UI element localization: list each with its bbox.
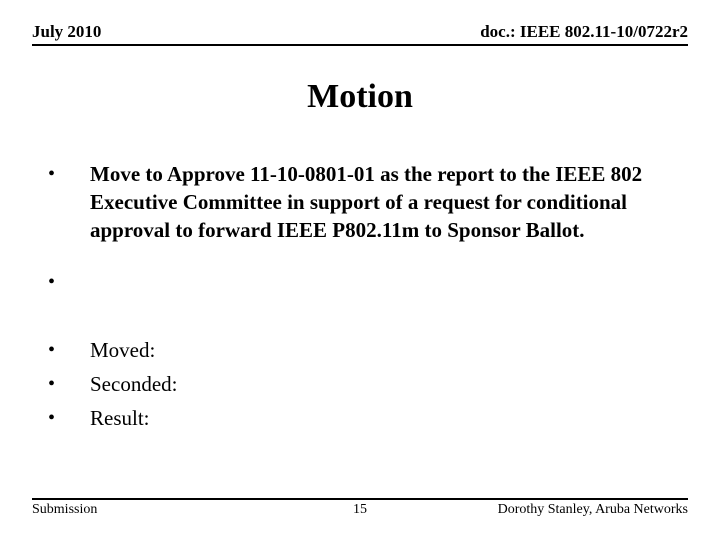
bullet-text: Move to Approve 11-10-0801-01 as the rep… bbox=[90, 160, 678, 244]
slide-title: Motion bbox=[0, 78, 720, 116]
bullet-item: • Moved: bbox=[42, 336, 678, 364]
header-date: July 2010 bbox=[32, 22, 101, 42]
bullet-marker: • bbox=[42, 404, 90, 432]
bullet-text: Moved: bbox=[90, 336, 678, 364]
footer-left: Submission bbox=[32, 502, 97, 518]
bullet-marker: • bbox=[42, 336, 90, 364]
spacer bbox=[42, 302, 678, 336]
footer-author: Dorothy Stanley, Aruba Networks bbox=[498, 502, 688, 518]
bullet-item: • Seconded: bbox=[42, 370, 678, 398]
bullet-item: • Result: bbox=[42, 404, 678, 432]
bullet-marker: • bbox=[42, 268, 90, 296]
spacer bbox=[42, 250, 678, 268]
slide-body: • Move to Approve 11-10-0801-01 as the r… bbox=[42, 160, 678, 438]
bullet-text: Seconded: bbox=[90, 370, 678, 398]
slide-footer: Submission 15 Dorothy Stanley, Aruba Net… bbox=[32, 498, 688, 518]
bullet-marker: • bbox=[42, 370, 90, 398]
bullet-item: • Move to Approve 11-10-0801-01 as the r… bbox=[42, 160, 678, 244]
bullet-text: Result: bbox=[90, 404, 678, 432]
slide-header: July 2010 doc.: IEEE 802.11-10/0722r2 bbox=[32, 22, 688, 46]
bullet-marker: • bbox=[42, 160, 90, 188]
bullet-item: • bbox=[42, 268, 678, 296]
header-doc-id: doc.: IEEE 802.11-10/0722r2 bbox=[480, 22, 688, 42]
